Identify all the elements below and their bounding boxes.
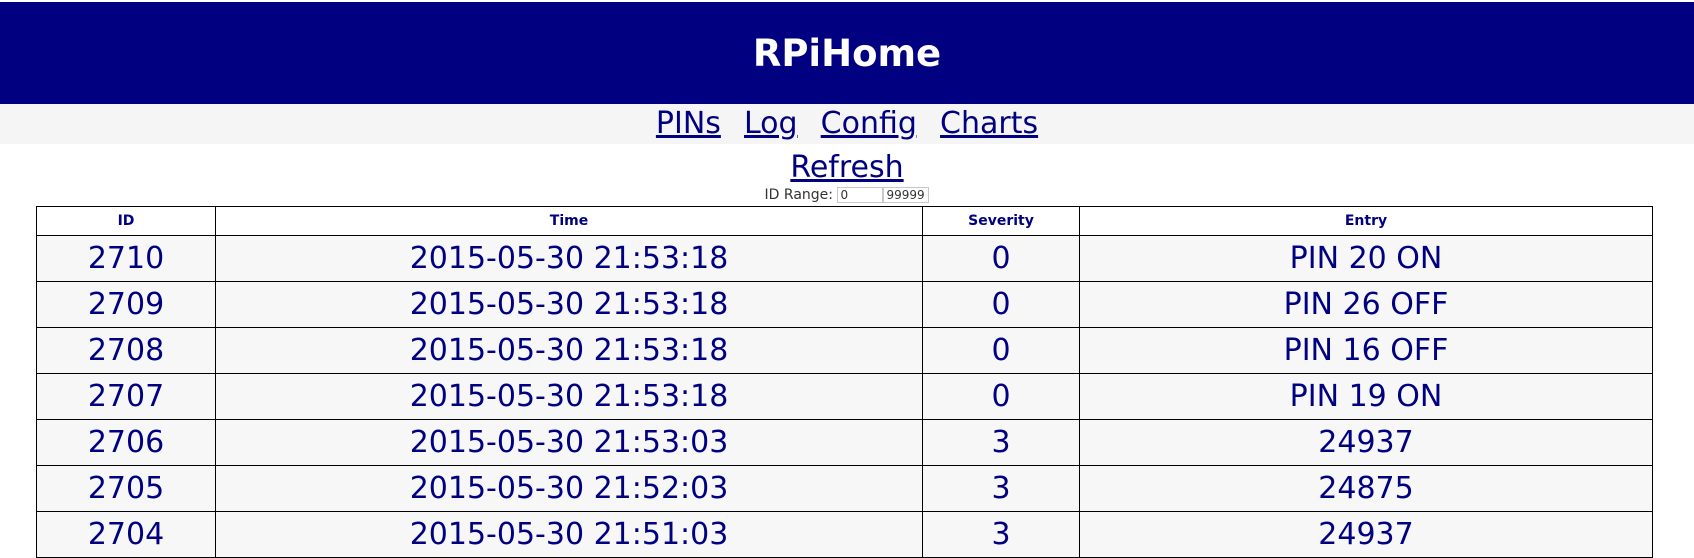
table-header-row: ID Time Severity Entry — [36, 206, 1653, 236]
table-row: 2710 2015-05-30 21:53:18 0 PIN 20 ON — [36, 235, 1653, 282]
app-header: RPiHome — [0, 2, 1694, 104]
nav-link-pins[interactable]: PINs — [655, 106, 721, 141]
cell-severity: 0 — [922, 373, 1080, 420]
cell-entry: 24875 — [1079, 465, 1653, 512]
column-header-id: ID — [36, 206, 216, 236]
table-row: 2704 2015-05-30 21:51:03 3 24937 — [36, 511, 1653, 558]
table-row: 2708 2015-05-30 21:53:18 0 PIN 16 OFF — [36, 327, 1653, 374]
main-nav: PINs Log Config Charts — [0, 104, 1694, 144]
nav-link-charts[interactable]: Charts — [940, 106, 1039, 141]
app-title: RPiHome — [752, 32, 942, 75]
cell-time: 2015-05-30 21:53:03 — [215, 419, 923, 466]
refresh-link[interactable]: Refresh — [790, 150, 904, 185]
id-range-filter: ID Range: — [0, 187, 1694, 207]
column-header-entry: Entry — [1079, 206, 1653, 236]
cell-entry: PIN 16 OFF — [1079, 327, 1653, 374]
cell-id: 2704 — [36, 511, 216, 558]
cell-severity: 3 — [922, 511, 1080, 558]
id-range-to-input[interactable] — [883, 187, 930, 203]
cell-time: 2015-05-30 21:52:03 — [215, 465, 923, 512]
cell-entry: 24937 — [1079, 511, 1653, 558]
table-row: 2705 2015-05-30 21:52:03 3 24875 — [36, 465, 1653, 512]
cell-entry: 24937 — [1079, 419, 1653, 466]
cell-entry: PIN 19 ON — [1079, 373, 1653, 420]
refresh-bar: Refresh — [0, 148, 1694, 188]
cell-id: 2709 — [36, 281, 216, 328]
id-range-from-input[interactable] — [837, 187, 884, 203]
id-range-label: ID Range: — [764, 187, 833, 203]
cell-time: 2015-05-30 21:51:03 — [215, 511, 923, 558]
cell-severity: 0 — [922, 327, 1080, 374]
cell-severity: 3 — [922, 419, 1080, 466]
cell-severity: 0 — [922, 281, 1080, 328]
nav-link-config[interactable]: Config — [820, 106, 917, 141]
column-header-severity: Severity — [922, 206, 1080, 236]
table-row: 2707 2015-05-30 21:53:18 0 PIN 19 ON — [36, 373, 1653, 420]
cell-time: 2015-05-30 21:53:18 — [215, 281, 923, 328]
cell-id: 2707 — [36, 373, 216, 420]
cell-time: 2015-05-30 21:53:18 — [215, 327, 923, 374]
nav-link-log[interactable]: Log — [743, 106, 798, 141]
log-table: ID Time Severity Entry 2710 2015-05-30 2… — [36, 206, 1653, 558]
cell-time: 2015-05-30 21:53:18 — [215, 373, 923, 420]
cell-severity: 3 — [922, 465, 1080, 512]
table-row: 2709 2015-05-30 21:53:18 0 PIN 26 OFF — [36, 281, 1653, 328]
column-header-time: Time — [215, 206, 923, 236]
cell-id: 2710 — [36, 235, 216, 282]
cell-entry: PIN 20 ON — [1079, 235, 1653, 282]
cell-id: 2708 — [36, 327, 216, 374]
table-row: 2706 2015-05-30 21:53:03 3 24937 — [36, 419, 1653, 466]
cell-id: 2705 — [36, 465, 216, 512]
cell-id: 2706 — [36, 419, 216, 466]
cell-severity: 0 — [922, 235, 1080, 282]
cell-entry: PIN 26 OFF — [1079, 281, 1653, 328]
cell-time: 2015-05-30 21:53:18 — [215, 235, 923, 282]
